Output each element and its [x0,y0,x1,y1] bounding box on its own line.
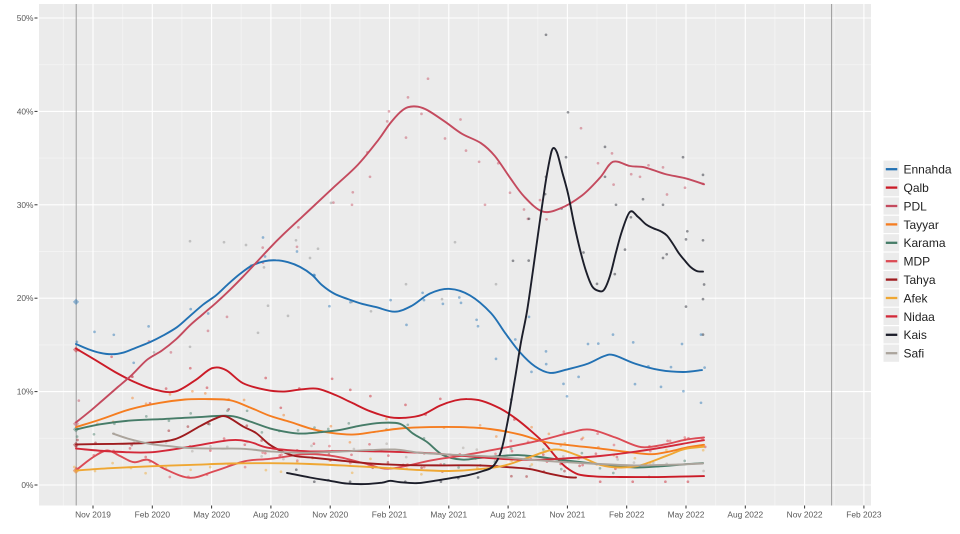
svg-text:Karama: Karama [904,236,946,250]
svg-text:Tahya: Tahya [904,273,936,287]
svg-text:10%: 10% [17,387,34,397]
svg-text:Qalb: Qalb [904,181,930,195]
svg-text:Nov 2021: Nov 2021 [549,510,585,520]
svg-text:Feb 2021: Feb 2021 [372,510,408,520]
svg-text:Afek: Afek [904,291,929,305]
svg-text:Feb 2022: Feb 2022 [609,510,645,520]
svg-text:Ennahda: Ennahda [904,163,952,177]
svg-text:Tayyar: Tayyar [904,218,939,232]
svg-text:Nov 2019: Nov 2019 [75,510,111,520]
svg-text:May 2021: May 2021 [430,510,467,520]
svg-text:May 2022: May 2022 [668,510,705,520]
svg-text:Feb 2020: Feb 2020 [135,510,171,520]
svg-text:Nov 2020: Nov 2020 [312,510,348,520]
svg-text:50%: 50% [17,13,34,23]
svg-text:Aug 2022: Aug 2022 [727,510,763,520]
svg-text:0%: 0% [21,480,34,490]
svg-text:MDP: MDP [904,255,931,269]
svg-text:Nov 2022: Nov 2022 [787,510,823,520]
svg-text:PDL: PDL [904,199,928,213]
svg-text:20%: 20% [17,293,34,303]
svg-text:30%: 30% [17,200,34,210]
svg-text:Aug 2020: Aug 2020 [253,510,289,520]
svg-text:May 2020: May 2020 [193,510,230,520]
svg-text:Feb 2023: Feb 2023 [846,510,882,520]
svg-text:40%: 40% [17,106,34,116]
svg-text:Kais: Kais [904,328,927,342]
svg-text:Nidaa: Nidaa [904,310,936,324]
svg-text:Safi: Safi [904,347,925,361]
svg-text:Aug 2021: Aug 2021 [490,510,526,520]
